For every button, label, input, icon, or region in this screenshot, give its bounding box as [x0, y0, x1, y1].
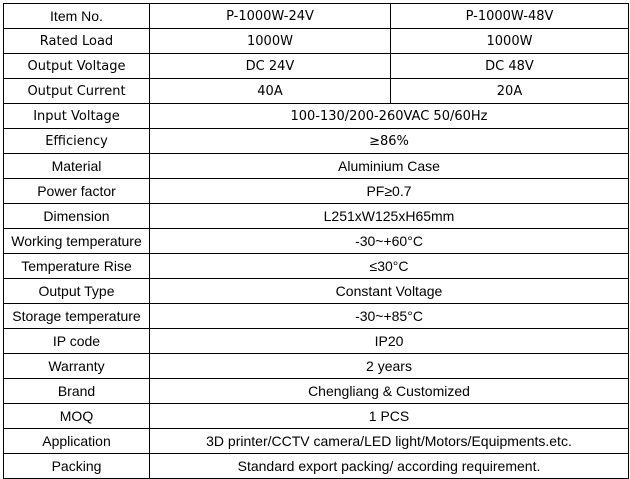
- table-row: Packing Standard export packing/ accordin…: [3, 453, 629, 479]
- table-row: Dimension L251xW125xH65mm: [3, 203, 629, 229]
- row-label: Item No.: [3, 3, 150, 29]
- model-48v: P-1000W-48V: [390, 3, 629, 29]
- cell-value: -30~+85°C: [149, 303, 629, 329]
- cell-value: 3D printer/CCTV camera/LED light/Motors/…: [149, 428, 629, 454]
- model-24v: P-1000W-24V: [149, 3, 391, 29]
- cell-value: ≤30°C: [149, 253, 629, 279]
- table-row: Storage temperature -30~+85°C: [3, 303, 629, 329]
- table-row-item-no: Item No. P-1000W-24V P-1000W-48V: [3, 3, 629, 29]
- row-label: Material: [3, 153, 150, 179]
- cell-value: 1 PCS: [149, 403, 629, 429]
- cell-value: 100-130/200-260VAC 50/60Hz: [149, 103, 629, 129]
- table-row: Power factor PF≥0.7: [3, 178, 629, 204]
- cell-value: ≥86%: [149, 128, 629, 154]
- row-label: Efficiency: [3, 128, 150, 154]
- row-label: Input Voltage: [3, 103, 150, 129]
- cell-value: DC 24V: [149, 53, 391, 79]
- table-row: Temperature Rise ≤30°C: [3, 253, 629, 279]
- cell-value: L251xW125xH65mm: [149, 203, 629, 229]
- cell-value: Standard export packing/ according requi…: [149, 453, 629, 479]
- cell-value: 40A: [149, 78, 391, 104]
- cell-value: 1000W: [149, 28, 391, 54]
- row-label: Output Type: [3, 278, 150, 304]
- table-row: Output Voltage DC 24V DC 48V: [3, 53, 629, 79]
- row-label: Power factor: [3, 178, 150, 204]
- table-row: Rated Load 1000W 1000W: [3, 28, 629, 54]
- cell-value: Chengliang & Customized: [149, 378, 629, 404]
- table-row: Input Voltage 100-130/200-260VAC 50/60Hz: [3, 103, 629, 129]
- cell-value: 1000W: [390, 28, 629, 54]
- table-row: Material Aluminium Case: [3, 153, 629, 179]
- row-label: Dimension: [3, 203, 150, 229]
- row-label: Rated Load: [3, 28, 150, 54]
- cell-value: IP20: [149, 328, 629, 354]
- table-row: Efficiency ≥86%: [3, 128, 629, 154]
- cell-value: -30~+60°C: [149, 228, 629, 254]
- table-row: Output Type Constant Voltage: [3, 278, 629, 304]
- cell-value: DC 48V: [390, 53, 629, 79]
- row-label: Application: [3, 428, 150, 454]
- row-label: Warranty: [3, 353, 150, 379]
- table-row: Brand Chengliang & Customized: [3, 378, 629, 404]
- row-label: Storage temperature: [3, 303, 150, 329]
- table-row: MOQ 1 PCS: [3, 403, 629, 429]
- table-row: Working temperature -30~+60°C: [3, 228, 629, 254]
- cell-value: Aluminium Case: [149, 153, 629, 179]
- row-label: Working temperature: [3, 228, 150, 254]
- row-label: IP code: [3, 328, 150, 354]
- row-label: Brand: [3, 378, 150, 404]
- row-label: Output Voltage: [3, 53, 150, 79]
- row-label: MOQ: [3, 403, 150, 429]
- cell-value: 2 years: [149, 353, 629, 379]
- table-row: Application 3D printer/CCTV camera/LED li…: [3, 428, 629, 454]
- row-label: Output Current: [3, 78, 150, 104]
- table-row: Output Current 40A 20A: [3, 78, 629, 104]
- row-label: Packing: [3, 453, 150, 479]
- row-label: Temperature Rise: [3, 253, 150, 279]
- cell-value: 20A: [390, 78, 629, 104]
- cell-value: PF≥0.7: [149, 178, 629, 204]
- cell-value: Constant Voltage: [149, 278, 629, 304]
- table-row: Warranty 2 years: [3, 353, 629, 379]
- spec-table: Item No. P-1000W-24V P-1000W-48V Rated L…: [3, 3, 629, 479]
- table-row: IP code IP20: [3, 328, 629, 354]
